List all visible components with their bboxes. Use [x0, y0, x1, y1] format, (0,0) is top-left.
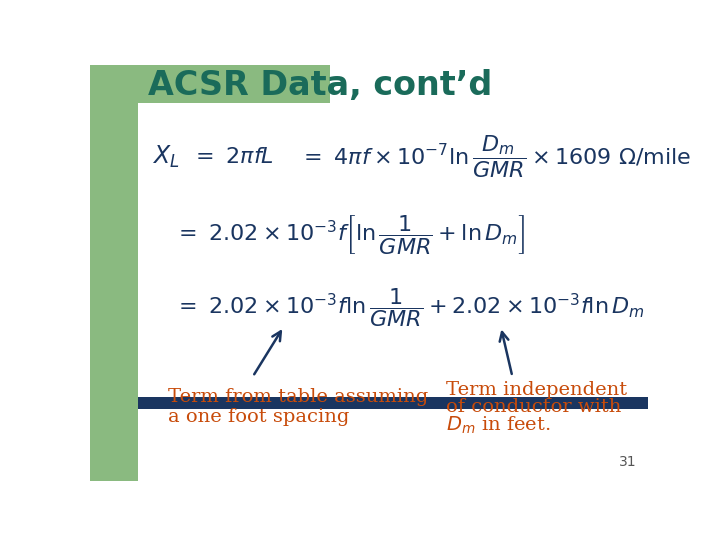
Bar	[90, 65, 330, 103]
Text: $X_L$: $X_L$	[152, 144, 179, 170]
Text: $= \ 2.02 \times 10^{-3} f \ln \dfrac{1}{GMR} + 2.02 \times 10^{-3} f \ln D_m$: $= \ 2.02 \times 10^{-3} f \ln \dfrac{1}…	[174, 286, 644, 329]
Text: Term independent: Term independent	[446, 381, 628, 399]
Text: $= \ 4\pi f \times 10^{-7} \ln \dfrac{D_m}{GMR} \times 1609 \ \Omega/\mathrm{mil: $= \ 4\pi f \times 10^{-7} \ln \dfrac{D_…	[300, 134, 691, 180]
Text: $D_m$ in feet.: $D_m$ in feet.	[446, 415, 551, 436]
Text: 31: 31	[618, 455, 636, 469]
Bar	[90, 65, 138, 481]
Text: $= \ 2.02 \times 10^{-3} f \left[ \ln \dfrac{1}{GMR} + \ln D_m \right]$: $= \ 2.02 \times 10^{-3} f \left[ \ln \d…	[174, 213, 525, 256]
Text: a one foot spacing: a one foot spacing	[168, 408, 349, 426]
Text: ACSR Data, cont’d: ACSR Data, cont’d	[148, 69, 492, 102]
Bar	[138, 397, 648, 409]
Text: $=  \ 2\pi f L$: $= \ 2\pi f L$	[191, 147, 274, 167]
Text: of conductor with: of conductor with	[446, 397, 622, 416]
Text: Term from table assuming: Term from table assuming	[168, 388, 428, 407]
